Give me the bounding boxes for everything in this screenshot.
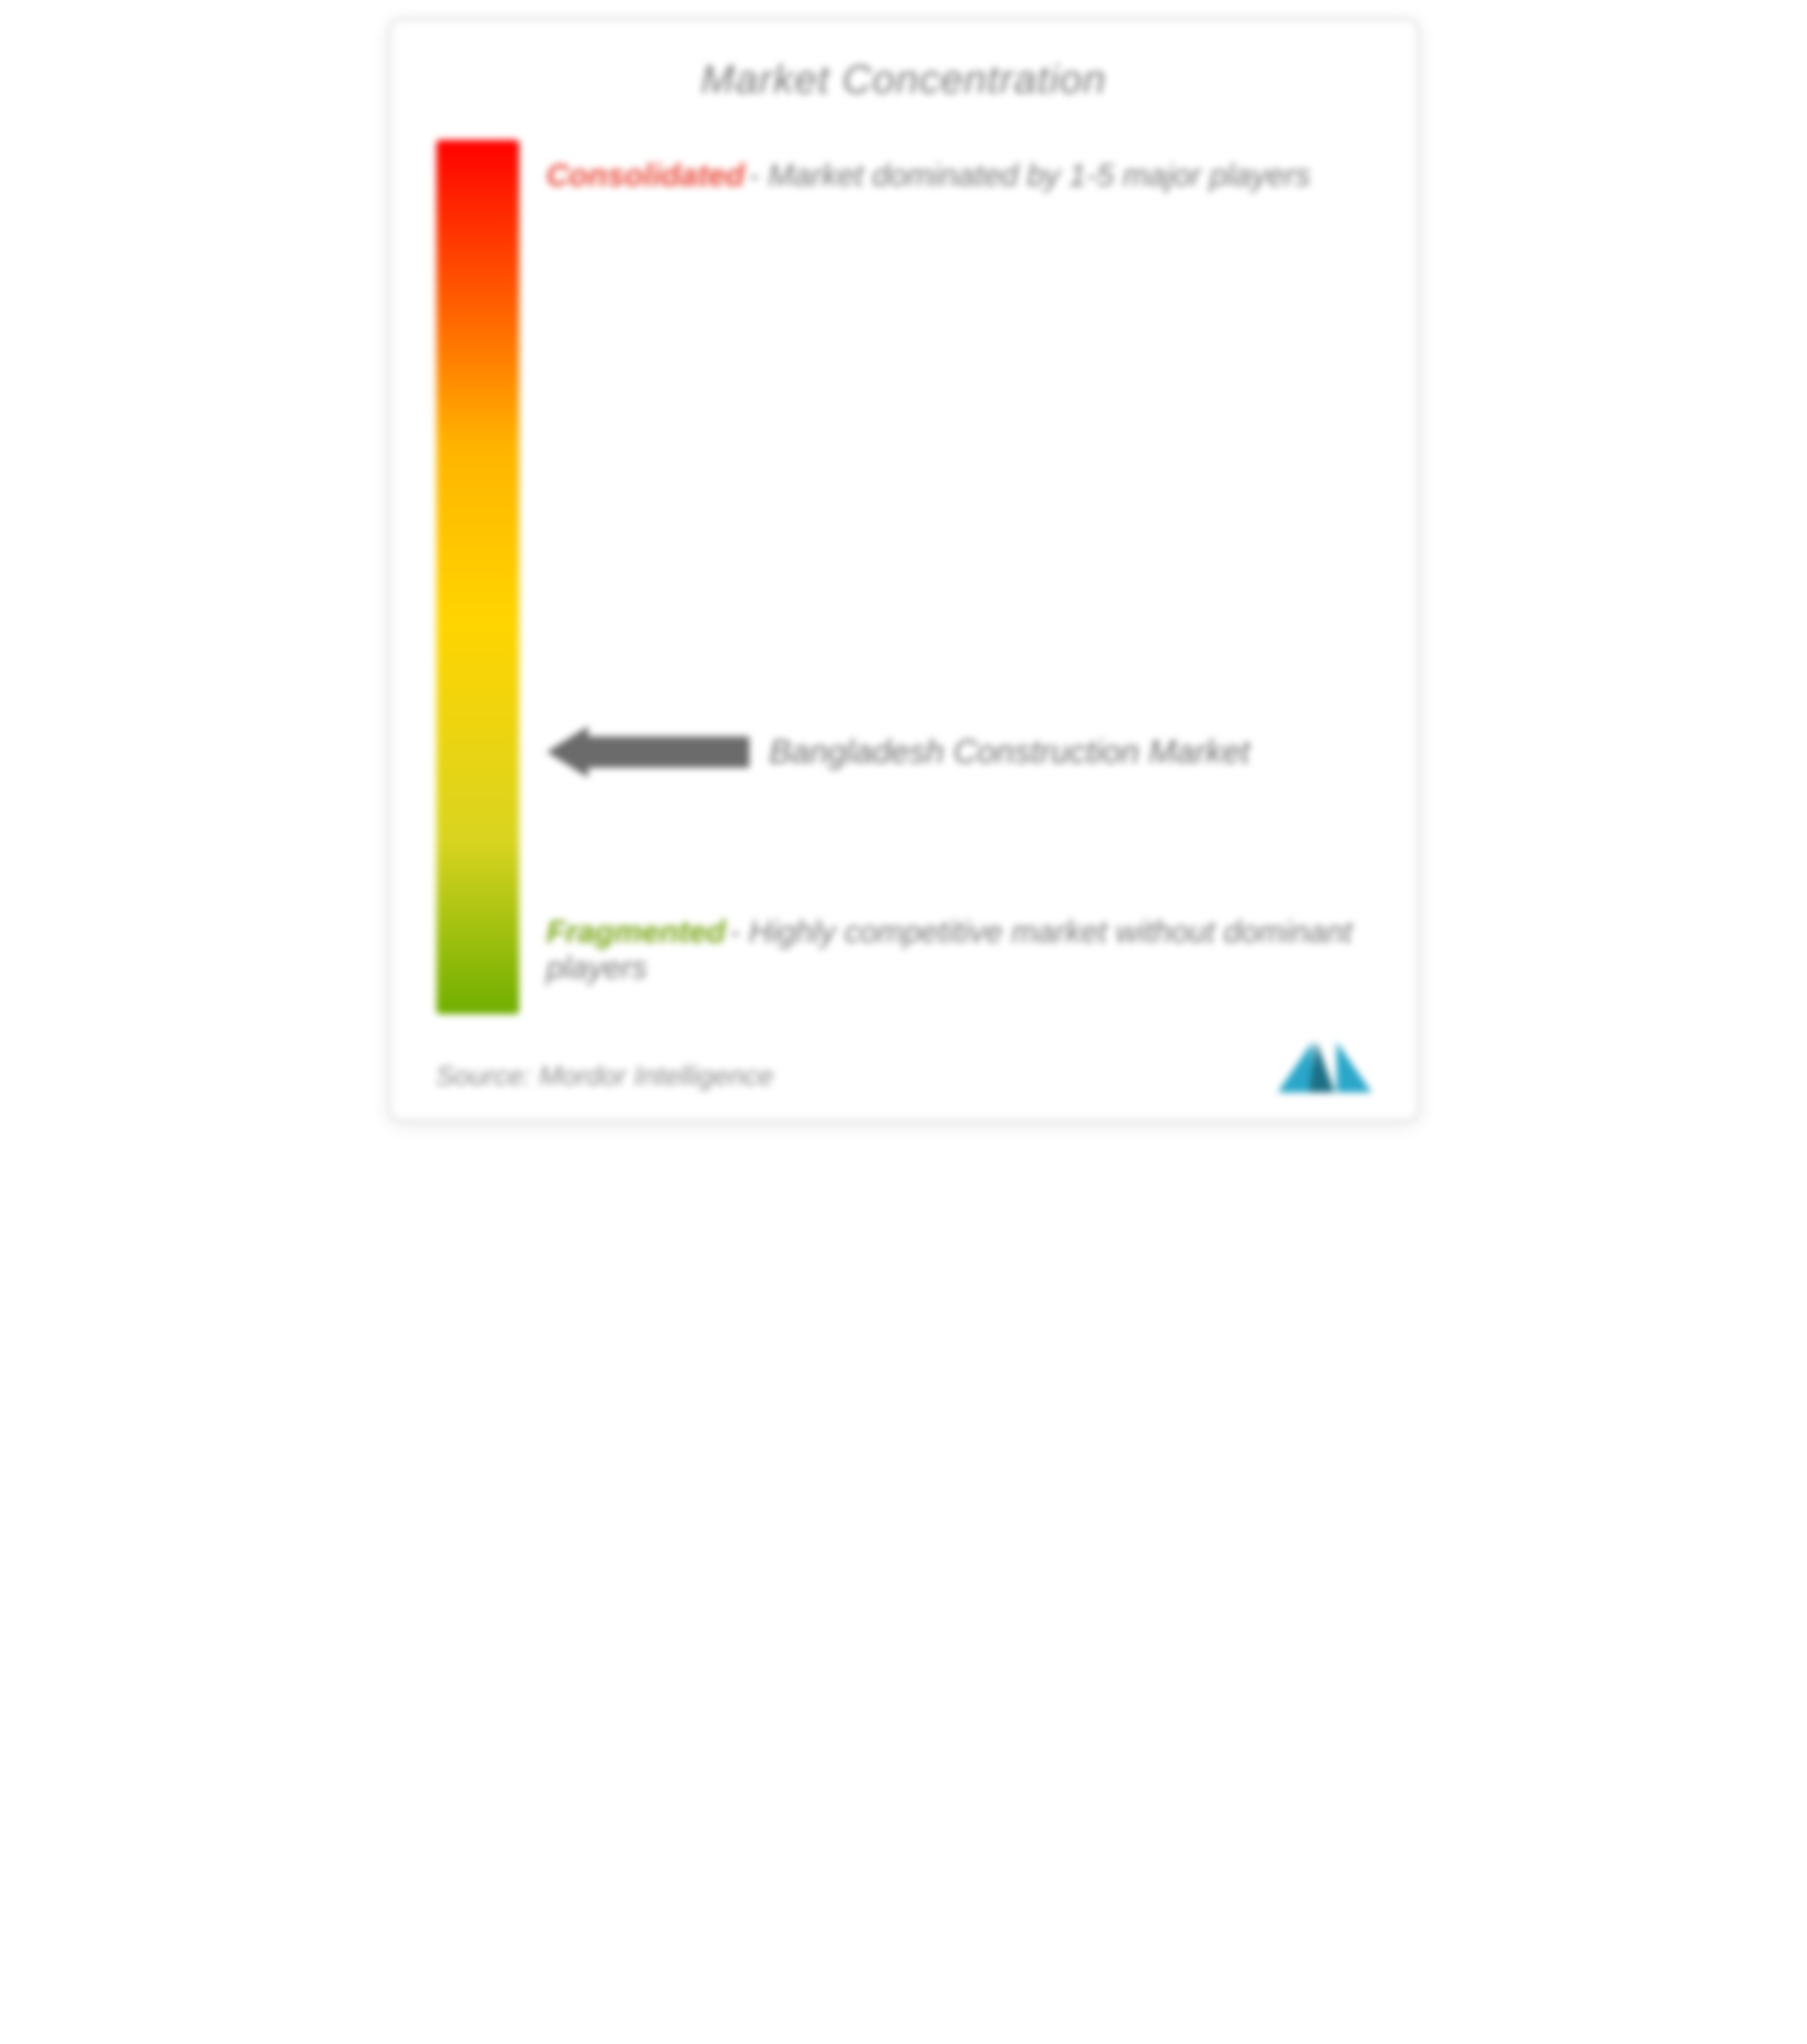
logo-triangle-mid	[1309, 1042, 1335, 1092]
market-marker-row: Bangladesh Construction Market	[547, 726, 1250, 778]
mordor-logo-icon	[1278, 1042, 1372, 1092]
source-prefix: Source:	[436, 1061, 539, 1091]
source-name: Mordor Intelligence	[539, 1061, 773, 1091]
card-footer: Source: Mordor Intelligence	[436, 1042, 1372, 1092]
fragmented-description: Fragmented - Highly competitive market w…	[547, 915, 1362, 987]
consolidated-description: Consolidated - Market dominated by 1-5 m…	[547, 158, 1362, 194]
annotations-column: Consolidated - Market dominated by 1-5 m…	[547, 140, 1372, 1014]
market-marker-label: Bangladesh Construction Market	[770, 733, 1250, 771]
fragmented-lead: Fragmented	[547, 915, 726, 950]
logo-triangle-right	[1337, 1042, 1372, 1092]
arrow-left-icon	[547, 726, 749, 778]
arrow-head-icon	[547, 726, 588, 778]
chart-title: Market Concentration	[436, 57, 1372, 103]
chart-content: Consolidated - Market dominated by 1-5 m…	[436, 140, 1372, 1014]
arrow-body	[588, 736, 749, 768]
concentration-card: Market Concentration Consolidated - Mark…	[388, 18, 1419, 1122]
consolidated-rest: - Market dominated by 1-5 major players	[748, 158, 1310, 193]
logo-triangle-left	[1278, 1042, 1313, 1092]
concentration-gradient-bar	[436, 140, 519, 1014]
source-text: Source: Mordor Intelligence	[436, 1061, 774, 1092]
consolidated-lead: Consolidated	[547, 158, 745, 193]
